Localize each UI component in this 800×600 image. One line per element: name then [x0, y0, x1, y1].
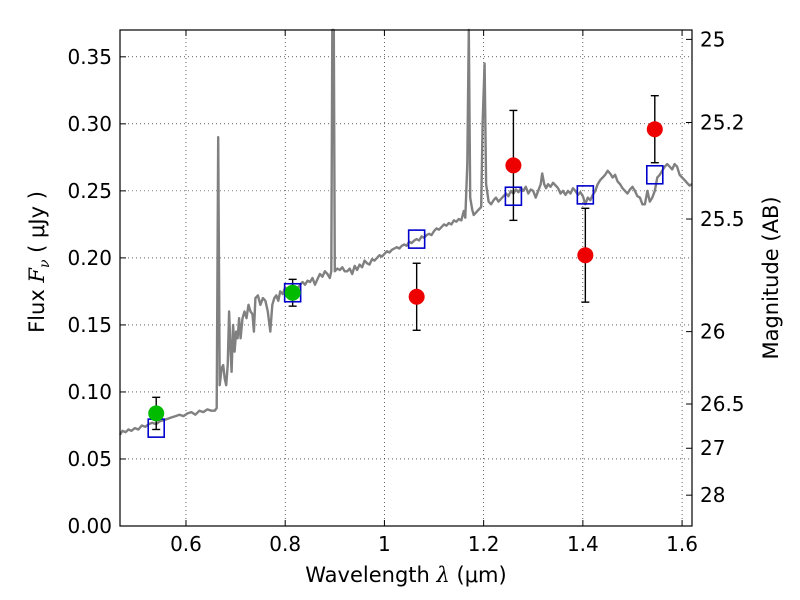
- green-photometry-point: [148, 405, 165, 422]
- y-tick-label: 0.30: [67, 112, 112, 136]
- red-photometry-point: [646, 121, 663, 138]
- x-tick-label: 1.2: [468, 532, 500, 556]
- markers: [147, 121, 664, 438]
- red-photometry-point: [408, 288, 425, 305]
- x-tick-label: 1.6: [666, 532, 698, 556]
- plot-frame: [119, 29, 693, 527]
- right-tick-label: 26: [700, 320, 725, 344]
- right-axis-label: Magnitude (AB): [759, 196, 783, 359]
- y-tick-label: 0.10: [67, 380, 112, 404]
- plot-background: [120, 30, 692, 526]
- y-tick-label: 0.20: [67, 246, 112, 270]
- red-photometry-point: [505, 157, 522, 174]
- right-tick-label: 28: [700, 483, 725, 507]
- right-tick-label: 27: [700, 436, 725, 460]
- tick-labels: 0.6 0.8 1 1.2 1.4 1.6 0.00 0.05 0.10 0.15 0.20 0.25…: [67, 27, 744, 556]
- x-tick-label: 1: [378, 532, 391, 556]
- model-synthetic-marker: [407, 229, 426, 249]
- model-spectrum-group: [118, 28, 693, 436]
- right-tick-label: 25.5: [700, 207, 745, 231]
- x-axis-label: Wavelength λ (μm): [305, 563, 506, 587]
- y-tick-label: 0.25: [67, 179, 112, 203]
- right-tick-label: 25.2: [700, 110, 745, 134]
- right-tick-label: 25: [700, 27, 725, 51]
- green-photometry-point: [284, 284, 301, 301]
- y-axis-label: Flux Fν ( μJy ): [25, 191, 53, 333]
- y-tick-label: 0.05: [67, 447, 112, 471]
- red-photometry-point: [577, 247, 594, 264]
- x-tick-label: 0.8: [269, 532, 301, 556]
- y-tick-label: 0.00: [67, 514, 112, 538]
- model-synthetic-marker: [645, 164, 664, 185]
- y-tick-label: 0.35: [67, 45, 112, 69]
- right-tick-label: 26.5: [700, 392, 745, 416]
- y-tick-label: 0.15: [67, 313, 112, 337]
- ticks: [120, 30, 692, 527]
- model-spectrum-line: [118, 28, 693, 436]
- model-synthetic-marker: [576, 185, 595, 205]
- model-synthetic-marker: [504, 186, 523, 207]
- x-tick-label: 0.6: [170, 532, 202, 556]
- x-tick-label: 1.4: [567, 532, 599, 556]
